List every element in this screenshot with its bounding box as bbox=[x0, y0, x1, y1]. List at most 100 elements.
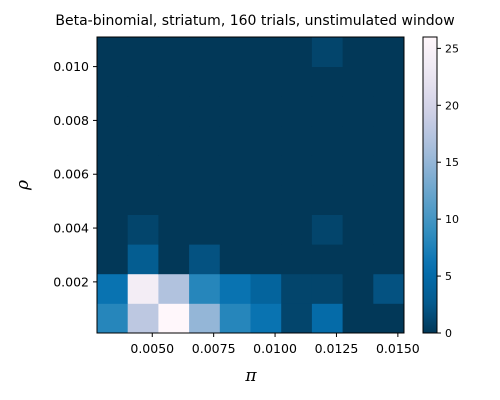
y-axis-ticks: 0.002 0.004 0.006 0.008 0.010 bbox=[53, 59, 97, 289]
heatmap-cell bbox=[97, 244, 129, 275]
heatmap-cell bbox=[250, 273, 282, 304]
heatmap-cell bbox=[311, 214, 343, 245]
heatmap-cell bbox=[373, 214, 405, 245]
heatmap-cell bbox=[250, 214, 282, 245]
colorbar-tick-label: 20 bbox=[445, 99, 459, 112]
y-tick-label: 0.006 bbox=[53, 167, 89, 182]
heatmap-cell bbox=[189, 303, 221, 334]
heatmap-cell bbox=[127, 244, 159, 275]
heatmap-cell bbox=[250, 155, 282, 186]
heatmap-cell bbox=[373, 37, 405, 67]
heatmap-cell bbox=[311, 37, 343, 67]
heatmap-cell bbox=[97, 273, 129, 304]
x-tick-label: 0.0125 bbox=[315, 341, 359, 356]
heatmap-cell bbox=[373, 185, 405, 215]
heatmap-cell bbox=[250, 96, 282, 127]
heatmap-cell bbox=[189, 37, 221, 67]
x-tick-label: 0.0150 bbox=[376, 341, 420, 356]
heatmap-cell bbox=[189, 214, 221, 245]
heatmap-cell bbox=[97, 125, 129, 156]
heatmap-cell bbox=[127, 185, 159, 215]
heatmap-cell bbox=[97, 185, 129, 215]
plot-frame bbox=[96, 36, 405, 334]
heatmap-cell bbox=[127, 125, 159, 156]
heatmap-cell bbox=[97, 66, 129, 97]
heatmap-cell bbox=[219, 185, 251, 215]
heatmap-cell bbox=[311, 155, 343, 186]
heatmap-cell bbox=[281, 303, 313, 334]
heatmap-cell bbox=[342, 37, 374, 67]
heatmap-cell bbox=[250, 303, 282, 334]
heatmap-cell bbox=[373, 273, 405, 304]
heatmap-cell bbox=[311, 125, 343, 156]
colorbar-ticks: 0 5 10 15 20 25 bbox=[437, 42, 459, 340]
x-axis-label: π bbox=[244, 366, 257, 386]
heatmap-cell bbox=[158, 214, 190, 245]
heatmap-cell bbox=[281, 66, 313, 97]
heatmap-cell bbox=[189, 66, 221, 97]
heatmap-cell bbox=[281, 125, 313, 156]
heatmap-cell bbox=[281, 185, 313, 215]
heatmap-cell bbox=[189, 244, 221, 275]
heatmap-cell bbox=[281, 155, 313, 186]
heatmap-cell bbox=[127, 214, 159, 245]
heatmap-cell bbox=[219, 125, 251, 156]
heatmap-cell bbox=[311, 185, 343, 215]
heatmap-cell bbox=[250, 244, 282, 275]
heatmap-cell bbox=[250, 66, 282, 97]
heatmap-cell bbox=[311, 96, 343, 127]
heatmap-cell bbox=[373, 303, 405, 334]
heatmap-cell bbox=[311, 303, 343, 334]
heatmap-cell bbox=[342, 303, 374, 334]
chart-title: Beta-binomial, striatum, 160 trials, uns… bbox=[55, 13, 454, 29]
heatmap-cell bbox=[342, 125, 374, 156]
x-tick-label: 0.0100 bbox=[253, 341, 297, 356]
y-tick-label: 0.004 bbox=[53, 221, 89, 236]
heatmap-cell bbox=[158, 66, 190, 97]
x-tick-label: 0.0050 bbox=[130, 341, 174, 356]
heatmap-cell bbox=[127, 273, 159, 304]
heatmap-cell bbox=[219, 303, 251, 334]
heatmap-cell bbox=[219, 37, 251, 67]
colorbar bbox=[422, 36, 438, 334]
heatmap-cell bbox=[97, 155, 129, 186]
heatmap-cell bbox=[250, 125, 282, 156]
heatmap-cell bbox=[373, 155, 405, 186]
heatmap-cell bbox=[189, 96, 221, 127]
y-axis-label: ρ bbox=[13, 180, 33, 191]
heatmap-cell bbox=[281, 244, 313, 275]
heatmap-cell bbox=[127, 96, 159, 127]
colorbar-tick-label: 15 bbox=[445, 156, 459, 169]
heatmap-cell bbox=[311, 244, 343, 275]
heatmap-cell bbox=[127, 66, 159, 97]
heatmap-cell bbox=[97, 37, 129, 67]
y-tick-label: 0.002 bbox=[53, 274, 89, 289]
heatmap-cell bbox=[189, 125, 221, 156]
heatmap-cell bbox=[373, 125, 405, 156]
colorbar-tick-label: 0 bbox=[445, 327, 452, 340]
heatmap-cell bbox=[373, 96, 405, 127]
heatmap-cell bbox=[127, 155, 159, 186]
heatmap-cell bbox=[219, 66, 251, 97]
heatmap-cell bbox=[158, 37, 190, 67]
heatmap-cell bbox=[189, 273, 221, 304]
heatmap-cell bbox=[189, 185, 221, 215]
heatmap-cell bbox=[342, 96, 374, 127]
heatmap-cell bbox=[281, 214, 313, 245]
heatmap-cell bbox=[219, 155, 251, 186]
heatmap-cell bbox=[97, 214, 129, 245]
heatmap-cell bbox=[281, 37, 313, 67]
heatmap-cell bbox=[97, 96, 129, 127]
heatmap-cell bbox=[342, 214, 374, 245]
heatmap-cell bbox=[342, 244, 374, 275]
heatmap-cell bbox=[219, 244, 251, 275]
heatmap-cell bbox=[311, 273, 343, 304]
heatmap-cell bbox=[158, 244, 190, 275]
y-tick-label: 0.008 bbox=[53, 113, 89, 128]
heatmap-cell bbox=[158, 96, 190, 127]
heatmap-cell bbox=[127, 37, 159, 67]
heatmap-cell bbox=[158, 185, 190, 215]
heatmap-cell bbox=[342, 273, 374, 304]
colorbar-tick-label: 25 bbox=[445, 42, 459, 55]
